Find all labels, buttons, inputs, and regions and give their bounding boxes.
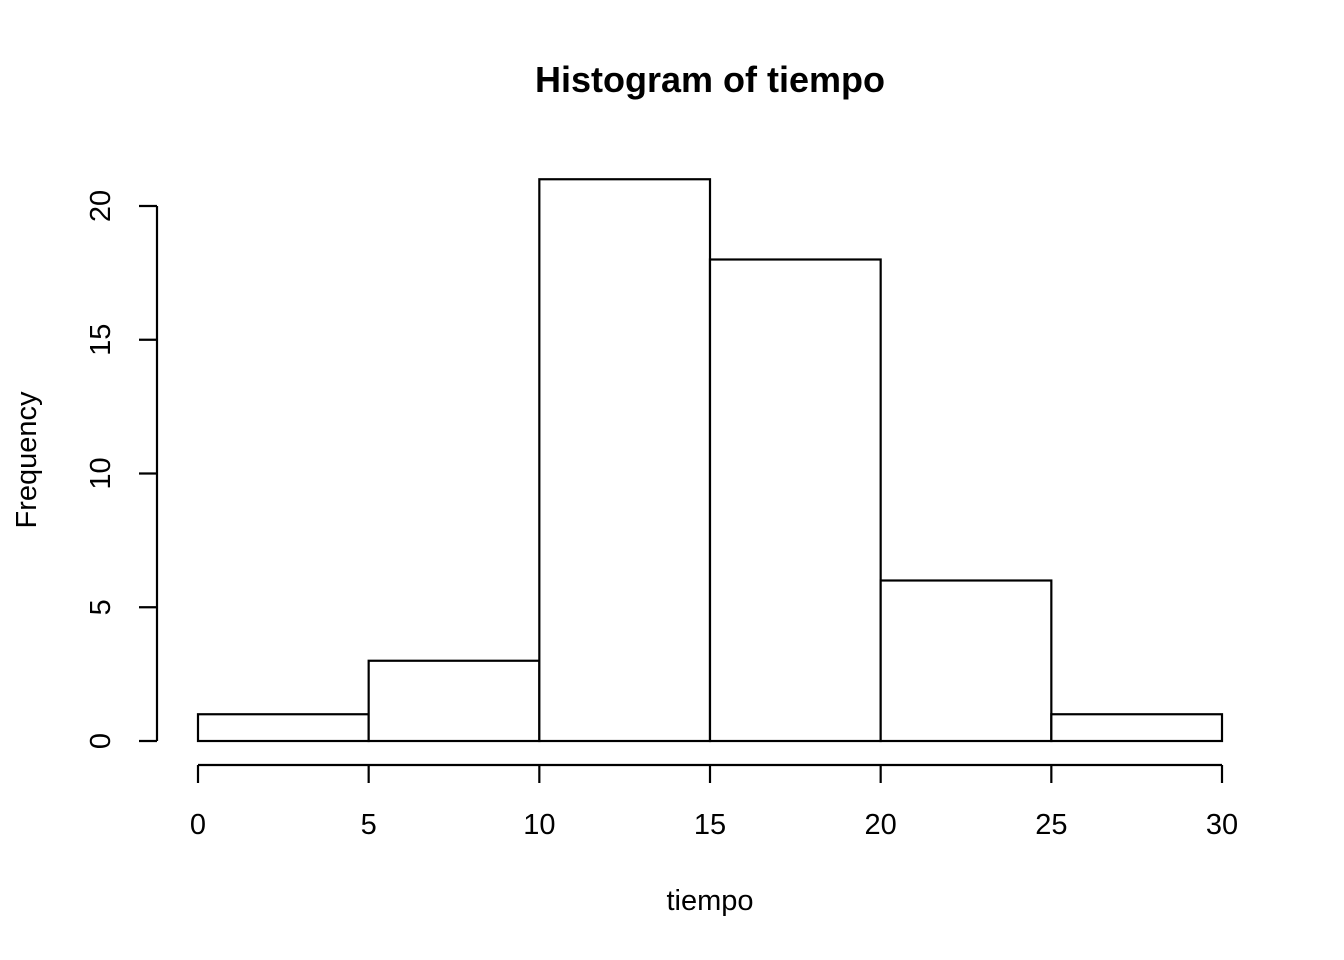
chart-title: Histogram of tiempo — [535, 59, 885, 100]
x-tick-label: 5 — [361, 809, 377, 841]
y-tick-label: 10 — [85, 457, 117, 489]
x-axis-label: tiempo — [666, 885, 753, 917]
x-tick-label: 30 — [1206, 809, 1238, 841]
histogram-bar-15-20 — [708, 258, 882, 743]
y-axis-label: Frequency — [11, 391, 43, 529]
histogram-bar-20-25 — [879, 579, 1053, 743]
histogram-bar-5-10 — [367, 659, 541, 743]
histogram-bar-10-15 — [538, 178, 712, 743]
histogram-bar-25-30 — [1050, 713, 1224, 743]
x-tick-label: 20 — [865, 809, 897, 841]
y-axis: 0 5 10 15 20 — [85, 190, 159, 749]
y-tick-label: 0 — [85, 733, 117, 749]
y-tick-label: 5 — [85, 599, 117, 615]
bars-group — [196, 178, 1224, 743]
x-tick-label: 0 — [190, 809, 206, 841]
y-tick-label: 15 — [85, 324, 117, 356]
x-tick-label: 10 — [523, 809, 555, 841]
histogram-bar-0-5 — [196, 713, 370, 743]
x-axis: 0 5 10 15 20 25 30 — [190, 763, 1238, 841]
y-tick-label: 20 — [85, 190, 117, 222]
x-tick-label: 15 — [694, 809, 726, 841]
x-tick-label: 25 — [1035, 809, 1067, 841]
